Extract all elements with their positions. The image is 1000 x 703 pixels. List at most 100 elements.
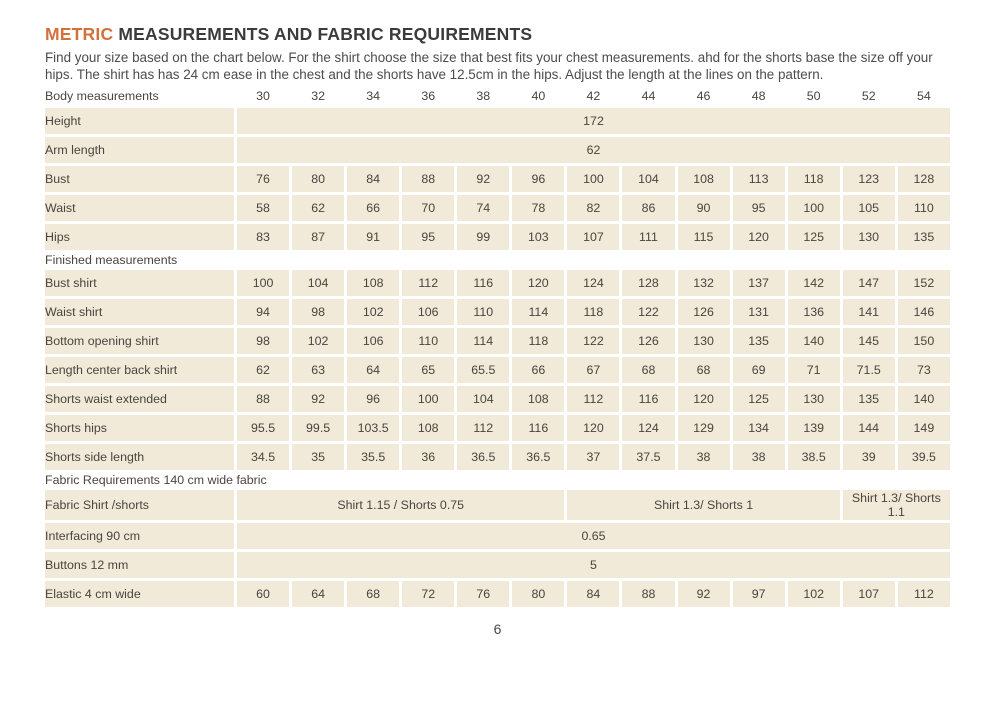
value-cell: 114 <box>457 327 510 354</box>
value-cell: 71 <box>787 356 840 383</box>
value-cell: 130 <box>787 385 840 412</box>
table-row: Shorts side length 34.5 35 35.5 36 36.5 36.5 37… <box>45 443 950 470</box>
value-cell: 72 <box>402 580 455 607</box>
value-cell: 147 <box>842 269 895 296</box>
value-cell: 106 <box>402 298 455 325</box>
value-cell: 132 <box>677 269 730 296</box>
value-cell: 100 <box>567 165 620 192</box>
table-row: Waist shirt 94 98 102 106 110 114 118 122 126 131 1… <box>45 298 950 325</box>
size-column-header: 52 <box>861 89 876 104</box>
value-cell: 66 <box>347 194 400 221</box>
value-cell: 87 <box>292 223 345 250</box>
table-row: Hips 83 87 91 95 99 103 107 111 115 120 125 130 135 <box>45 223 950 250</box>
intro-text: Find your size based on the chart below.… <box>45 50 933 83</box>
value-cell: 90 <box>677 194 730 221</box>
value-cell: 64 <box>347 356 400 383</box>
table-row: Interfacing 90 cm 0.65 <box>45 522 950 549</box>
value-cell: 113 <box>732 165 785 192</box>
value-cell: 62 <box>292 194 345 221</box>
size-table-body: Body measurements 30 32 34 36 38 40 42 44 46 48 50 5… <box>45 88 950 607</box>
value-cell: 76 <box>237 165 290 192</box>
value-cell: 38 <box>677 443 730 470</box>
merged-value-cell: Shirt 1.15 / Shorts 0.75 <box>237 489 565 520</box>
value-cell: 100 <box>237 269 290 296</box>
size-table: Body measurements 30 32 34 36 38 40 42 44 46 48 50 5… <box>42 85 953 610</box>
value-cell: 112 <box>567 385 620 412</box>
value-cell: 98 <box>292 298 345 325</box>
value-cell: 108 <box>402 414 455 441</box>
value-cell: 136 <box>787 298 840 325</box>
value-cell: 140 <box>787 327 840 354</box>
merged-value-cell: Shirt 1.3/ Shorts 1.1 <box>842 489 950 520</box>
value-cell: 38.5 <box>787 443 840 470</box>
value-cell: 36.5 <box>457 443 510 470</box>
value-cell: 122 <box>622 298 675 325</box>
row-label: Arm length <box>45 136 234 163</box>
value-cell: 88 <box>237 385 290 412</box>
value-cell: 88 <box>402 165 455 192</box>
value-cell: 137 <box>732 269 785 296</box>
table-row: Shorts waist extended 88 92 96 100 104 108 112 1… <box>45 385 950 412</box>
value-cell: 86 <box>622 194 675 221</box>
value-cell: 116 <box>457 269 510 296</box>
value-cell: 83 <box>237 223 290 250</box>
value-cell: 39.5 <box>897 443 950 470</box>
row-label: Shorts waist extended <box>45 385 234 412</box>
value-cell: 107 <box>842 580 895 607</box>
value-cell: 70 <box>402 194 455 221</box>
value-cell: 95 <box>732 194 785 221</box>
value-cell: 98 <box>237 327 290 354</box>
size-column-header: 46 <box>696 89 711 104</box>
value-cell: 91 <box>347 223 400 250</box>
value-cell: 108 <box>512 385 565 412</box>
value-cell: 73 <box>897 356 950 383</box>
value-cell: 92 <box>457 165 510 192</box>
value-cell: 108 <box>677 165 730 192</box>
value-cell: 118 <box>512 327 565 354</box>
size-column-header: 36 <box>421 89 436 104</box>
value-cell: 74 <box>457 194 510 221</box>
value-cell: 124 <box>567 269 620 296</box>
merged-value-cell: Shirt 1.3/ Shorts 1 <box>567 489 840 520</box>
size-column-header: 34 <box>366 89 381 104</box>
value-cell: 35.5 <box>347 443 400 470</box>
value-cell: 144 <box>842 414 895 441</box>
value-cell: 103.5 <box>347 414 400 441</box>
table-row: Arm length 62 <box>45 136 950 163</box>
value-cell: 139 <box>787 414 840 441</box>
value-cell: 69 <box>732 356 785 383</box>
value-cell: 130 <box>842 223 895 250</box>
size-column-header: 32 <box>311 89 325 104</box>
value-cell: 39 <box>842 443 895 470</box>
value-cell: 111 <box>622 223 675 250</box>
value-cell: 102 <box>347 298 400 325</box>
value-cell: 102 <box>292 327 345 354</box>
value-cell: 142 <box>787 269 840 296</box>
table-row: Elastic 4 cm wide 60 64 68 72 76 80 84 88 92 97 102… <box>45 580 950 607</box>
value-cell: 103 <box>512 223 565 250</box>
value-cell: 63 <box>292 356 345 383</box>
table-row: Length center back shirt 62 63 64 65 65.5 66 67… <box>45 356 950 383</box>
table-corner-label: Body measurements <box>45 89 159 104</box>
value-cell: 106 <box>347 327 400 354</box>
size-column-header: 44 <box>641 89 656 104</box>
value-cell: 99.5 <box>292 414 345 441</box>
value-cell: 71.5 <box>842 356 895 383</box>
row-label: Shorts hips <box>45 414 234 441</box>
table-row: Bust shirt 100 104 108 112 116 120 124 128 132 137… <box>45 269 950 296</box>
value-cell: 150 <box>897 327 950 354</box>
value-cell: 60 <box>237 580 290 607</box>
value-cell: 36.5 <box>512 443 565 470</box>
value-cell: 125 <box>732 385 785 412</box>
value-cell: 80 <box>292 165 345 192</box>
value-cell: 104 <box>457 385 510 412</box>
row-label: Length center back shirt <box>45 356 234 383</box>
value-cell: 92 <box>677 580 730 607</box>
value-cell: 95.5 <box>237 414 290 441</box>
value-cell: 145 <box>842 327 895 354</box>
size-column-header: 38 <box>476 89 491 104</box>
merged-value-cell: 62 <box>237 136 950 163</box>
value-cell: 110 <box>457 298 510 325</box>
table-row: Bust 76 80 84 88 92 96 100 104 108 113 118 123 128 <box>45 165 950 192</box>
value-cell: 80 <box>512 580 565 607</box>
